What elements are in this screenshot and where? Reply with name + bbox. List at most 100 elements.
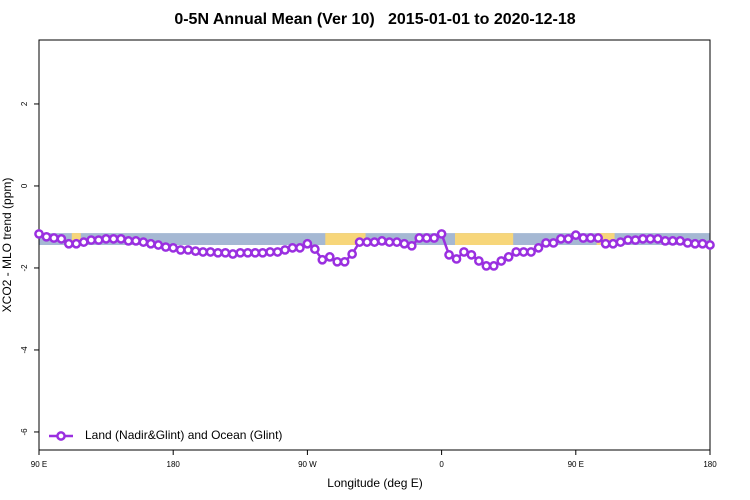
data-point: [41, 231, 52, 242]
data-point: [213, 247, 223, 258]
data-point: [570, 230, 581, 241]
data-point: [310, 244, 320, 254]
data-point: [541, 238, 551, 248]
legend-label: Land (Nadir&Glint) and Ocean (Glint): [85, 428, 282, 442]
data-point: [235, 247, 246, 258]
data-point: [339, 256, 350, 267]
data-point: [265, 247, 275, 257]
data-point: [675, 236, 686, 246]
data-point: [682, 238, 693, 248]
data-point: [474, 256, 484, 266]
chart-title: 0-5N Annual Mean (Ver 10) 2015-01-01 to …: [174, 11, 575, 28]
data-point: [600, 238, 611, 249]
data-point: [429, 233, 439, 243]
data-point: [421, 233, 432, 243]
data-point: [593, 233, 604, 243]
x-axis-label: Longitude (deg E): [327, 476, 422, 490]
data-point: [436, 229, 447, 239]
data-point: [272, 247, 283, 257]
data-point: [377, 236, 387, 246]
data-point: [444, 249, 454, 260]
data-point: [630, 235, 641, 245]
data-point: [705, 240, 715, 250]
data-point: [317, 254, 328, 265]
data-point: [153, 240, 164, 250]
data-point: [384, 237, 395, 247]
data-point: [399, 238, 410, 249]
y-tick-label: -6: [20, 428, 29, 436]
x-tick-label: 90 W: [298, 460, 317, 469]
data-point: [257, 247, 268, 258]
data-point: [86, 235, 97, 245]
y-tick-label: 2: [20, 101, 29, 106]
data-point: [78, 237, 89, 247]
data-point: [638, 234, 648, 244]
data-point: [175, 245, 186, 255]
data-point: [556, 234, 566, 244]
data-point: [71, 238, 82, 249]
data-point: [652, 234, 663, 244]
data-point: [615, 237, 626, 247]
data-point: [488, 261, 499, 271]
data-point: [660, 236, 671, 246]
data-point: [198, 247, 208, 257]
data-point: [242, 247, 253, 258]
x-tick-label: 180: [167, 460, 181, 469]
data-point: [138, 237, 149, 247]
y-tick-label: -2: [20, 264, 29, 272]
data-point: [697, 238, 708, 249]
data-point: [362, 237, 372, 247]
data-point: [302, 238, 313, 249]
data-point: [295, 243, 305, 253]
data-point: [227, 249, 238, 259]
data-point: [160, 242, 171, 252]
data-point: [690, 238, 700, 249]
data-point: [369, 237, 380, 247]
data-point: [585, 233, 596, 243]
data-point: [220, 247, 231, 258]
data-point: [34, 229, 44, 239]
legend-marker: [56, 431, 66, 441]
data-point: [324, 252, 335, 262]
data-point: [623, 235, 633, 245]
data-point: [392, 237, 402, 247]
data-point: [63, 238, 74, 249]
data-point: [168, 243, 179, 253]
land-band: [325, 233, 366, 245]
data-point: [563, 234, 574, 244]
y-tick-label: 0: [20, 183, 29, 188]
data-point: [131, 236, 141, 246]
data-point: [518, 247, 529, 257]
x-tick-label: 90 E: [568, 460, 584, 469]
data-point: [608, 238, 618, 249]
data-point: [49, 233, 59, 243]
data-point: [645, 234, 656, 244]
data-point: [503, 252, 514, 262]
x-tick-label: 90 E: [31, 460, 47, 469]
data-point: [287, 243, 298, 253]
data-point: [101, 234, 111, 244]
data-point: [667, 236, 678, 246]
data-point: [183, 245, 193, 255]
data-point: [414, 233, 425, 243]
data-point: [332, 256, 343, 267]
data-point: [511, 247, 522, 257]
data-point: [481, 261, 492, 271]
data-point: [533, 243, 544, 253]
data-point: [466, 249, 477, 260]
data-point: [123, 236, 134, 246]
data-point: [578, 233, 589, 243]
data-point: [459, 247, 469, 257]
data-point: [451, 254, 462, 264]
y-tick-label: -4: [20, 346, 29, 354]
x-tick-label: 0: [439, 460, 444, 469]
data-point: [354, 237, 365, 247]
data-point: [205, 247, 216, 257]
data-point: [93, 235, 104, 245]
data-point: [250, 247, 261, 258]
data-point: [56, 234, 67, 244]
data-point: [406, 240, 417, 251]
data-point: [347, 249, 357, 259]
